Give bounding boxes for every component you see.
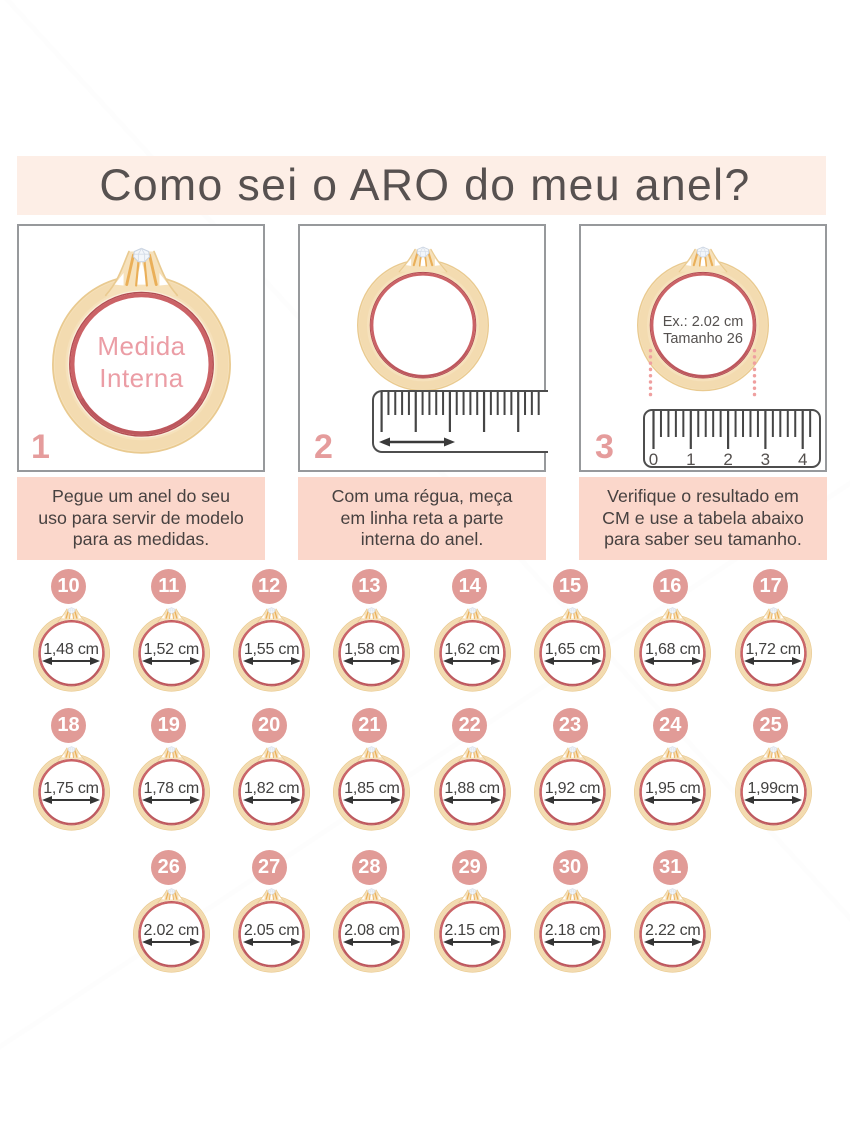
svg-text:3: 3 [761,450,770,468]
svg-text:1: 1 [686,450,695,468]
svg-text:2: 2 [723,450,732,468]
svg-text:4: 4 [798,450,807,468]
svg-text:0: 0 [649,450,658,468]
